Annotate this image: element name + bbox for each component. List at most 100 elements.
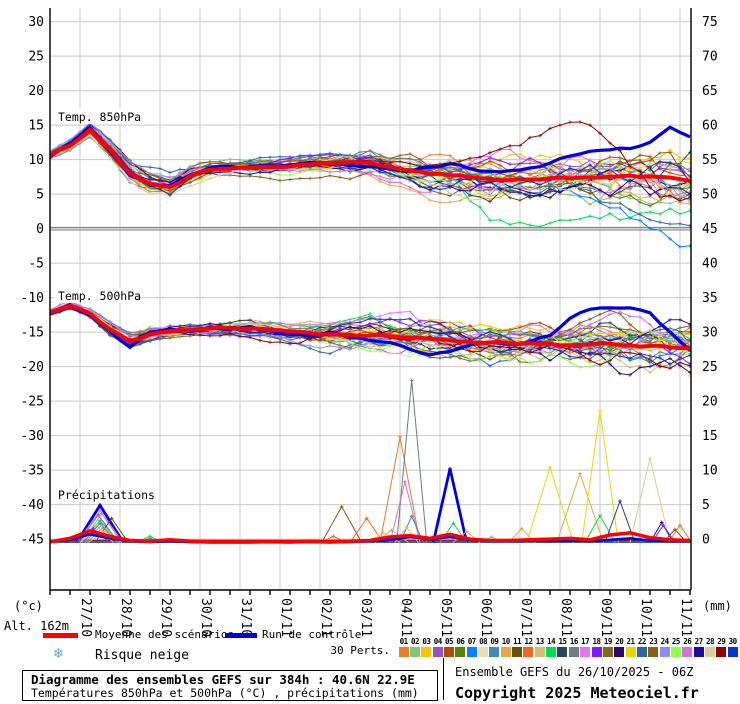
pert-color-swatch [557,647,568,657]
svg-text:30: 30 [28,15,44,30]
pert-cell: 26 [682,637,693,657]
pert-number: 18 [592,637,602,646]
series-layer [50,120,691,544]
pert-color-swatch [534,647,545,657]
svg-text:60: 60 [702,119,718,134]
pert-color-swatch [648,647,659,657]
pert-cell: 23 [648,637,659,657]
svg-text:55: 55 [702,153,718,168]
svg-text:10: 10 [28,153,44,168]
pert-cell: 08 [477,637,489,657]
pert-cell: 18 [591,637,602,657]
pert-color-swatch [727,647,738,657]
svg-text:08/11: 08/11 [558,598,573,637]
svg-text:-45: -45 [21,533,44,548]
pert-cell: 06 [455,637,466,657]
pert-number: 07 [467,637,477,646]
svg-text:25: 25 [702,360,718,375]
svg-text:25: 25 [28,50,44,65]
pert-number: 12 [524,637,533,646]
svg-text:-35: -35 [21,464,44,479]
pert-color-swatch [614,647,625,657]
pert-number: 25 [671,637,681,646]
pert-cell: 16 [568,637,579,657]
pert-number: 30 [728,637,738,646]
pert-number: 22 [637,637,647,646]
pert-cell: 04 [432,637,443,657]
pert-number: 27 [694,637,704,646]
pert-color-swatch [546,647,557,657]
pert-cell: 07 [466,637,477,657]
svg-text:15: 15 [28,119,44,134]
pert-number: 17 [581,637,590,646]
svg-text:-20: -20 [21,360,44,375]
pert-color-swatch [444,647,455,657]
pert-color-swatch [591,647,602,657]
pert-number: 14 [547,637,556,646]
svg-text:30: 30 [702,326,718,341]
pert-number: 26 [683,637,692,646]
section-labels: Temp. 850hPa Temp. 500hPa Précipitations [54,109,155,502]
pert-color-swatch [704,647,715,657]
pert-cell: 02 [409,637,421,657]
pert-cell: 12 [523,637,534,657]
pert-color-swatch [580,647,591,657]
svg-text:11/11: 11/11 [678,598,693,637]
svg-text:45: 45 [702,222,718,237]
pert-number: 13 [535,637,545,646]
pert-number: 15 [558,637,567,646]
chart-subtitle: Températures 850hPa et 500hPa (°C) , pré… [31,686,419,700]
svg-text:Temp. 850hPa: Temp. 850hPa [58,110,141,124]
left-axis-unit: (°c) [14,599,43,613]
pert-color-swatch [523,647,534,657]
pert-color-swatch [398,647,409,657]
svg-text:75: 75 [702,15,718,30]
pert-number: 04 [433,637,443,646]
pert-number: 20 [615,637,624,646]
svg-text:06/11: 06/11 [478,598,493,637]
svg-text:29/10: 29/10 [158,598,173,637]
pert-number: 03 [422,637,431,646]
pert-number: 05 [445,637,454,646]
pert-cell: 29 [716,637,727,657]
run-info: Ensemble GEFS du 26/10/2025 - 06Z [455,665,694,679]
pert-color-swatch [421,647,432,657]
axes [49,8,692,595]
svg-text:-40: -40 [21,498,44,513]
svg-text:31/10: 31/10 [238,598,253,637]
pert-cell: 25 [670,637,681,657]
svg-text:10/11: 10/11 [638,598,653,637]
pert-number: 29 [717,637,726,646]
svg-text:15: 15 [702,429,718,444]
pert-number: 01 [399,637,409,646]
svg-text:04/11: 04/11 [398,598,413,637]
svg-text:10: 10 [702,464,718,479]
svg-text:40: 40 [702,257,718,272]
pert-color-swatch [512,647,523,657]
perturbation-color-strip: 01 02 03 04 05 06 07 08 09 10 11 12 13 14 15 16 17 18 19 20… [398,637,740,659]
svg-text:0: 0 [702,533,710,548]
chart-title: Diagramme des ensembles GEFS sur 384h : … [31,672,415,687]
pert-number: 24 [660,637,670,646]
mean-line-swatch [43,633,78,638]
svg-text:28/10: 28/10 [118,598,133,637]
svg-text:-30: -30 [21,429,44,444]
svg-text:03/11: 03/11 [358,598,373,637]
svg-text:-5: -5 [28,257,44,272]
pert-cell: 05 [443,637,455,657]
pert-number: 10 [501,637,511,646]
svg-text:20: 20 [28,84,44,99]
pert-cell: 28 [704,637,715,657]
svg-text:5: 5 [36,188,44,203]
pert-number: 08 [479,637,488,646]
pert-cell: 19 [602,637,613,657]
pert-color-swatch [602,647,613,657]
svg-text:-25: -25 [21,395,44,410]
pert-number: 28 [705,637,715,646]
pert-color-swatch [478,647,489,657]
pert-cell: 20 [614,637,625,657]
pert-color-swatch [659,647,670,657]
svg-text:50: 50 [702,188,718,203]
pert-number: 21 [626,637,636,646]
